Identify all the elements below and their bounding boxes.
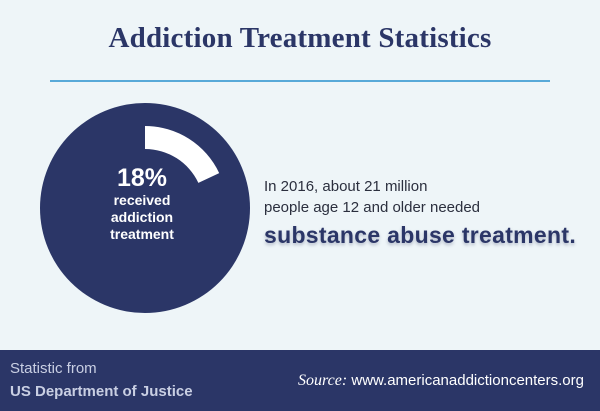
percentage-label-line: received: [113, 192, 171, 208]
description-line: In 2016, about 21 million: [264, 178, 428, 195]
percentage-label-line: treatment: [110, 226, 174, 242]
attribution-source-name: US Department of Justice: [10, 383, 193, 400]
title-divider: [50, 80, 550, 82]
donut-arc-received-treatment: [145, 126, 220, 183]
description-emphasis: substance abuse treatment.: [264, 222, 577, 248]
attribution-line: Statistic from: [10, 360, 97, 377]
source-label: Source:: [298, 372, 348, 389]
page-title: Addiction Treatment Statistics: [108, 22, 492, 54]
percentage-label-line: addiction: [110, 209, 174, 225]
statistic-description: In 2016, about 21 million people age 12 …: [264, 176, 594, 249]
description-line: people age 12 and older needed: [264, 199, 481, 216]
footer-source: Source: www.americanaddictioncenters.org: [298, 372, 584, 390]
donut-chart: [40, 103, 250, 313]
footer-bar: Statistic from US Department of Justice …: [0, 350, 600, 411]
donut-center-text: 18% received addiction treatment: [88, 165, 196, 243]
footer-attribution: Statistic from US Department of Justice: [10, 359, 193, 401]
source-url[interactable]: www.americanaddictioncenters.org: [351, 372, 584, 389]
percentage-value: 18%: [116, 164, 168, 192]
